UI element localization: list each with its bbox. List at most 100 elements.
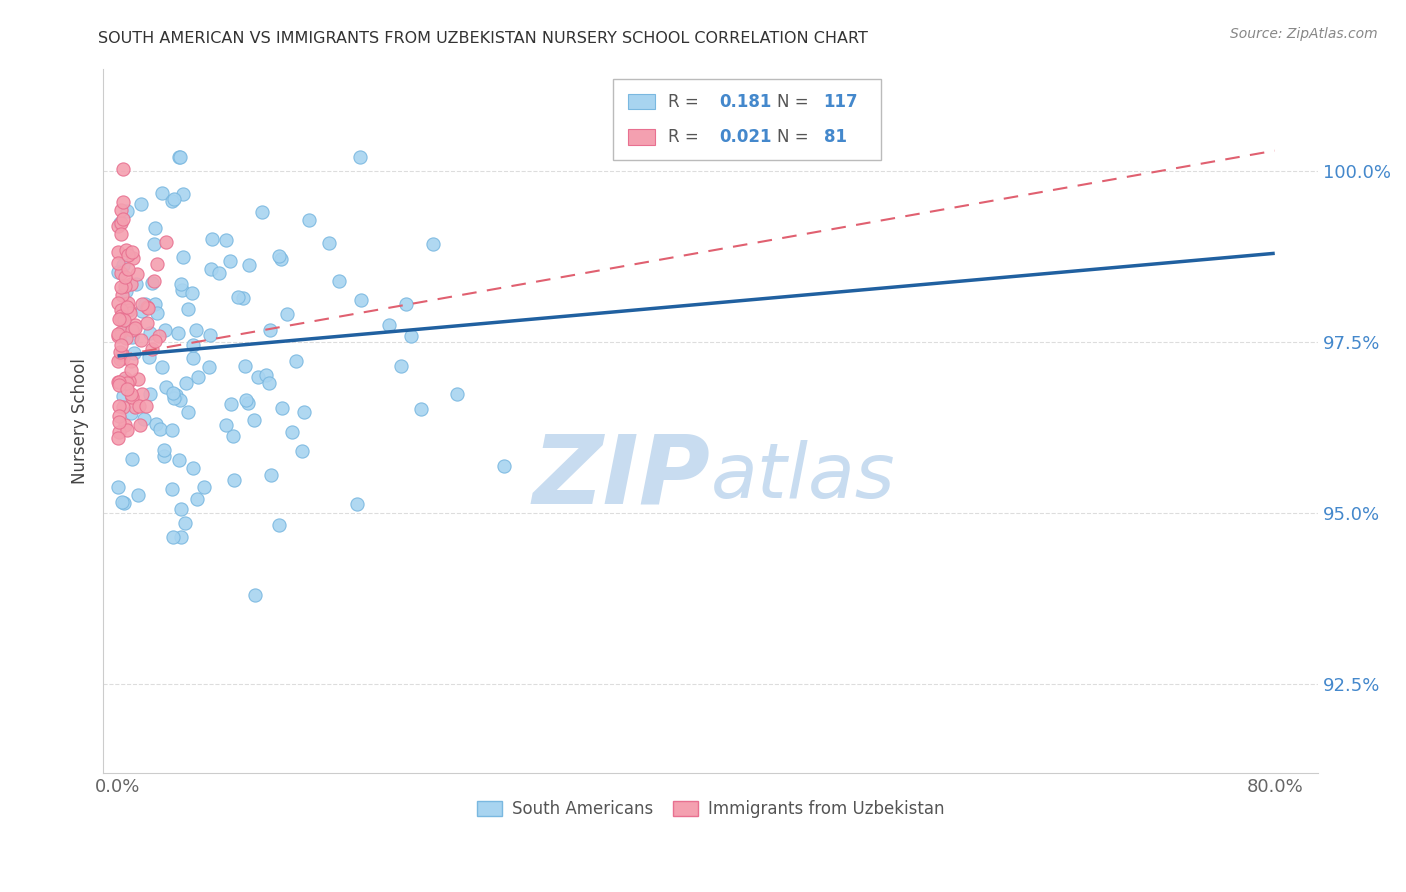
Point [110,202,132,217]
Point [492,458,515,473]
Legend: South Americans, Immigrants from Uzbekistan: South Americans, Immigrants from Uzbekis… [470,794,952,825]
Point [131,304,153,318]
Point [166,326,188,340]
Point [200,327,222,342]
Point [120,277,142,291]
Point [115,300,138,314]
Point [107,265,129,279]
Point [328,274,350,288]
Point [117,423,139,437]
Point [150,186,173,200]
Point [112,313,135,327]
Point [110,266,132,280]
Point [121,330,143,344]
Point [108,375,131,389]
Point [111,211,134,226]
Point [252,205,274,219]
Point [150,359,173,374]
Y-axis label: Nursery School: Nursery School [72,358,89,484]
Point [142,236,165,251]
Point [232,292,254,306]
Point [162,530,184,544]
Point [124,318,146,333]
Point [222,429,245,443]
Point [114,316,136,330]
Point [181,460,204,475]
Point [271,401,294,415]
Point [193,479,215,493]
Point [186,492,208,507]
Point [111,288,134,302]
Point [129,417,152,432]
Text: 0.181: 0.181 [718,93,772,111]
Point [122,251,145,265]
Point [108,378,131,392]
Point [187,369,209,384]
Point [153,442,176,457]
Point [291,443,314,458]
Point [135,399,157,413]
Point [389,359,412,373]
Point [110,227,132,242]
Point [110,352,132,367]
Point [108,415,131,429]
Point [165,388,187,402]
Text: 81: 81 [824,128,846,146]
Point [148,329,170,343]
Point [120,387,142,401]
Point [117,204,139,219]
Point [114,279,136,293]
Point [115,376,138,390]
Point [108,216,131,230]
Point [243,589,266,603]
Point [121,406,143,420]
Point [139,326,162,341]
Point [145,417,167,431]
Point [422,237,444,252]
Point [394,296,416,310]
Point [169,502,191,516]
Point [125,277,148,291]
Point [226,290,249,304]
Text: 0.021: 0.021 [718,128,772,146]
Point [120,354,142,368]
Point [292,405,315,419]
Point [128,399,150,413]
Point [114,243,136,257]
Point [107,326,129,341]
Point [149,422,172,436]
Point [181,285,204,300]
Point [111,347,134,361]
Point [221,397,243,411]
Point [197,360,219,375]
Point [201,232,224,246]
Point [247,369,270,384]
Point [142,274,165,288]
Point [145,257,167,271]
Point [121,452,143,467]
Point [118,374,141,388]
Point [132,412,155,426]
Text: R =: R = [668,128,704,146]
Point [446,386,468,401]
FancyBboxPatch shape [628,129,655,145]
Point [131,387,153,401]
Point [121,390,143,404]
Point [112,258,135,272]
Point [162,386,184,401]
Point [267,517,290,532]
Point [124,400,146,414]
Point [114,284,136,298]
Point [276,307,298,321]
Point [121,245,143,260]
Point [118,306,141,320]
Point [110,338,132,352]
Point [184,323,207,337]
Point [131,297,153,311]
Point [215,418,238,433]
Point [346,497,368,511]
Point [110,216,132,230]
Point [110,310,132,324]
Point [411,401,433,416]
Point [114,374,136,388]
